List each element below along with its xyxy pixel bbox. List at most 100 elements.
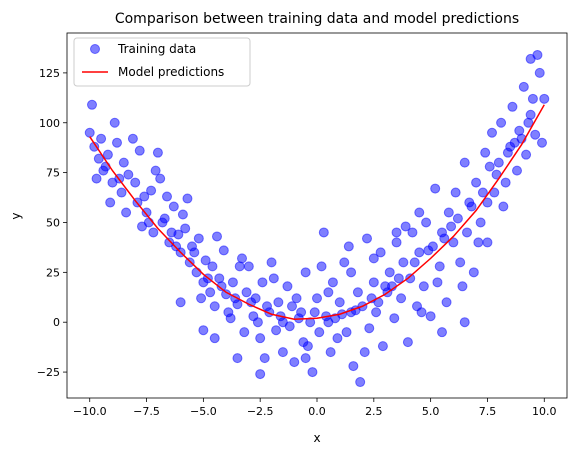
training-point [389,313,400,324]
training-point [380,281,391,292]
training-point [496,117,507,128]
training-point [534,67,545,78]
training-point [289,357,300,368]
training-point [339,257,350,268]
training-point [475,217,486,228]
y-axis-label: y [9,212,23,219]
training-point [271,325,282,336]
training-point [391,227,402,238]
training-point [252,317,263,328]
x-tick-label: 7.5 [479,405,497,418]
training-point [112,137,122,148]
training-point [502,147,513,158]
training-point [127,133,138,144]
training-point [259,353,270,364]
training-point [205,287,216,298]
training-point [266,257,277,268]
training-point [477,187,488,198]
x-tick-label: 10.0 [532,405,557,418]
training-point [527,93,538,104]
y-tick-label: 75 [46,167,60,180]
training-point [425,311,436,322]
training-point [207,261,218,272]
training-point [262,301,272,312]
training-point [439,233,450,244]
training-point [105,197,116,208]
training-point [155,173,166,184]
training-point [314,327,325,338]
training-point [273,297,284,308]
training-point [459,317,470,328]
training-point [130,177,141,188]
training-point [198,325,209,336]
training-point [334,297,345,308]
training-point [450,187,461,198]
legend-label-training: Training data [117,42,196,56]
training-point [168,201,179,212]
training-point [312,293,322,304]
training-point [93,153,104,164]
training-point [375,247,386,258]
training-point [507,101,518,112]
training-point [482,237,493,248]
training-point [432,277,443,288]
training-point [255,369,266,380]
training-point [414,247,425,258]
training-point [327,277,338,288]
training-point [212,231,222,242]
training-point [418,281,429,292]
training-point [300,267,311,278]
training-point [91,173,102,184]
training-point [371,307,382,318]
training-point [355,377,366,388]
x-tick-label: 5.0 [422,405,440,418]
y-tick-label: 50 [46,216,60,229]
training-point [402,337,413,348]
plot-area: −10.0 −7.5 −5.0 −2.5 0.0 2.5 5.0 7.5 10.0 −25 0 25… [37,32,568,418]
training-point [116,187,127,198]
training-point [232,353,243,364]
chart-title: Comparison between training data and mod… [115,11,519,27]
training-point [227,277,238,288]
training-point [459,157,470,168]
training-point [346,267,357,278]
training-point [216,281,227,292]
legend-label-predictions: Model predictions [118,65,224,79]
training-point [209,301,220,312]
training-point [182,193,193,204]
y-tick-label: 0 [53,316,60,329]
training-point [316,261,327,272]
training-point [405,273,416,284]
training-point [539,93,550,104]
training-point [166,227,177,238]
training-point [243,261,254,272]
training-point [309,307,320,318]
training-point [196,293,207,304]
training-point [141,207,152,218]
training-point [362,233,372,244]
training-point [268,273,279,284]
y-tick-label: −25 [37,366,60,379]
training-point [139,191,150,202]
training-point [518,81,529,92]
training-point [493,157,504,168]
training-point [184,257,195,268]
training-point [177,209,188,220]
training-point [414,207,425,218]
training-point [239,327,250,338]
training-point [500,177,511,188]
training-point [396,293,407,304]
training-point [96,133,107,144]
prediction-line-layer [89,104,545,320]
training-point [434,261,445,272]
training-point [102,149,113,160]
training-point [423,245,434,256]
training-point [218,245,229,256]
training-point [352,287,363,298]
training-point [323,317,334,328]
training-point [455,257,466,268]
training-point [255,333,266,344]
training-point [537,137,547,148]
training-point [430,183,441,194]
training-point [457,281,468,292]
